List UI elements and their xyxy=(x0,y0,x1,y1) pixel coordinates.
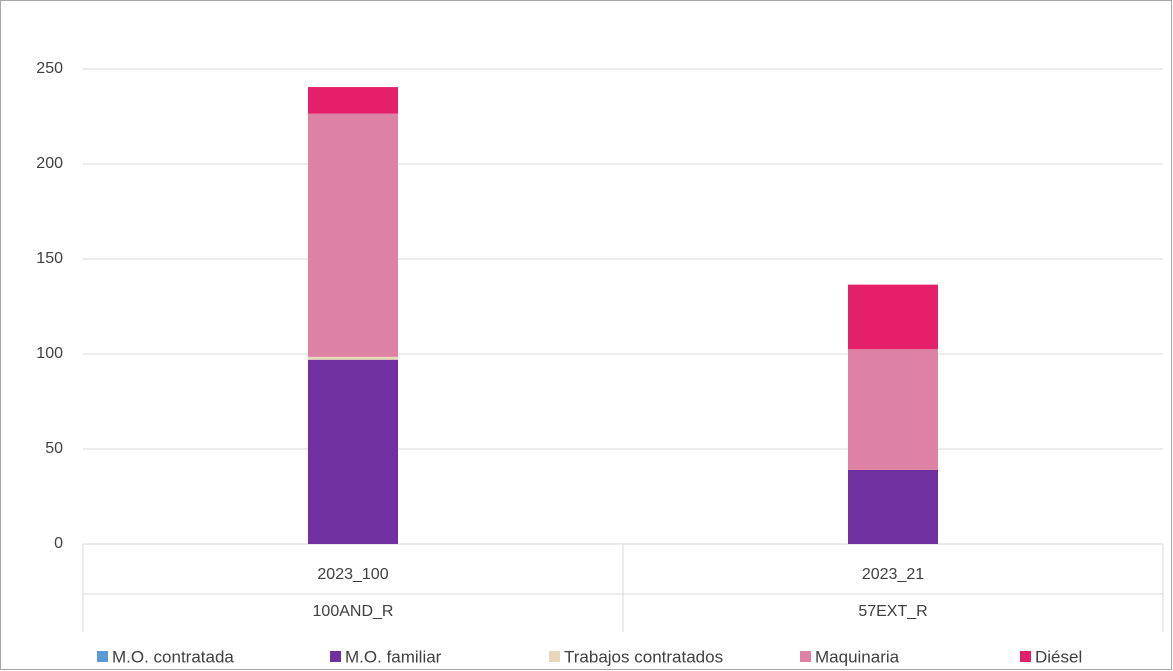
y-tick-label: 0 xyxy=(54,535,63,552)
y-tick-label: 250 xyxy=(36,60,63,77)
x-group-label: 57EXT_R xyxy=(858,603,927,620)
legend-label: Trabajos contratados xyxy=(564,647,723,666)
y-tick-label: 150 xyxy=(36,250,63,267)
legend-marker xyxy=(330,651,341,662)
bar-segment xyxy=(848,469,938,544)
bar-segment xyxy=(848,349,938,470)
legend-label: M.O. familiar xyxy=(345,647,442,666)
y-tick-label: 100 xyxy=(36,345,63,362)
legend-label: M.O. contratada xyxy=(112,647,234,666)
legend-label: Diésel xyxy=(1035,647,1082,666)
bar-segment xyxy=(848,284,938,350)
y-tick-label: 50 xyxy=(45,440,63,457)
bar-segment xyxy=(308,359,398,544)
legend-marker xyxy=(97,651,108,662)
legend-marker xyxy=(549,651,560,662)
bar-segment xyxy=(308,87,398,114)
y-tick-label: 200 xyxy=(36,155,63,172)
bar-segment xyxy=(308,356,398,360)
x-tick-label: 2023_21 xyxy=(862,566,924,583)
legend-marker xyxy=(800,651,811,662)
legend-marker xyxy=(1020,651,1031,662)
x-tick-label: 2023_100 xyxy=(317,566,388,583)
x-group-label: 100AND_R xyxy=(313,603,394,620)
legend-label: Maquinaria xyxy=(815,647,900,666)
bar-segment xyxy=(308,113,398,357)
